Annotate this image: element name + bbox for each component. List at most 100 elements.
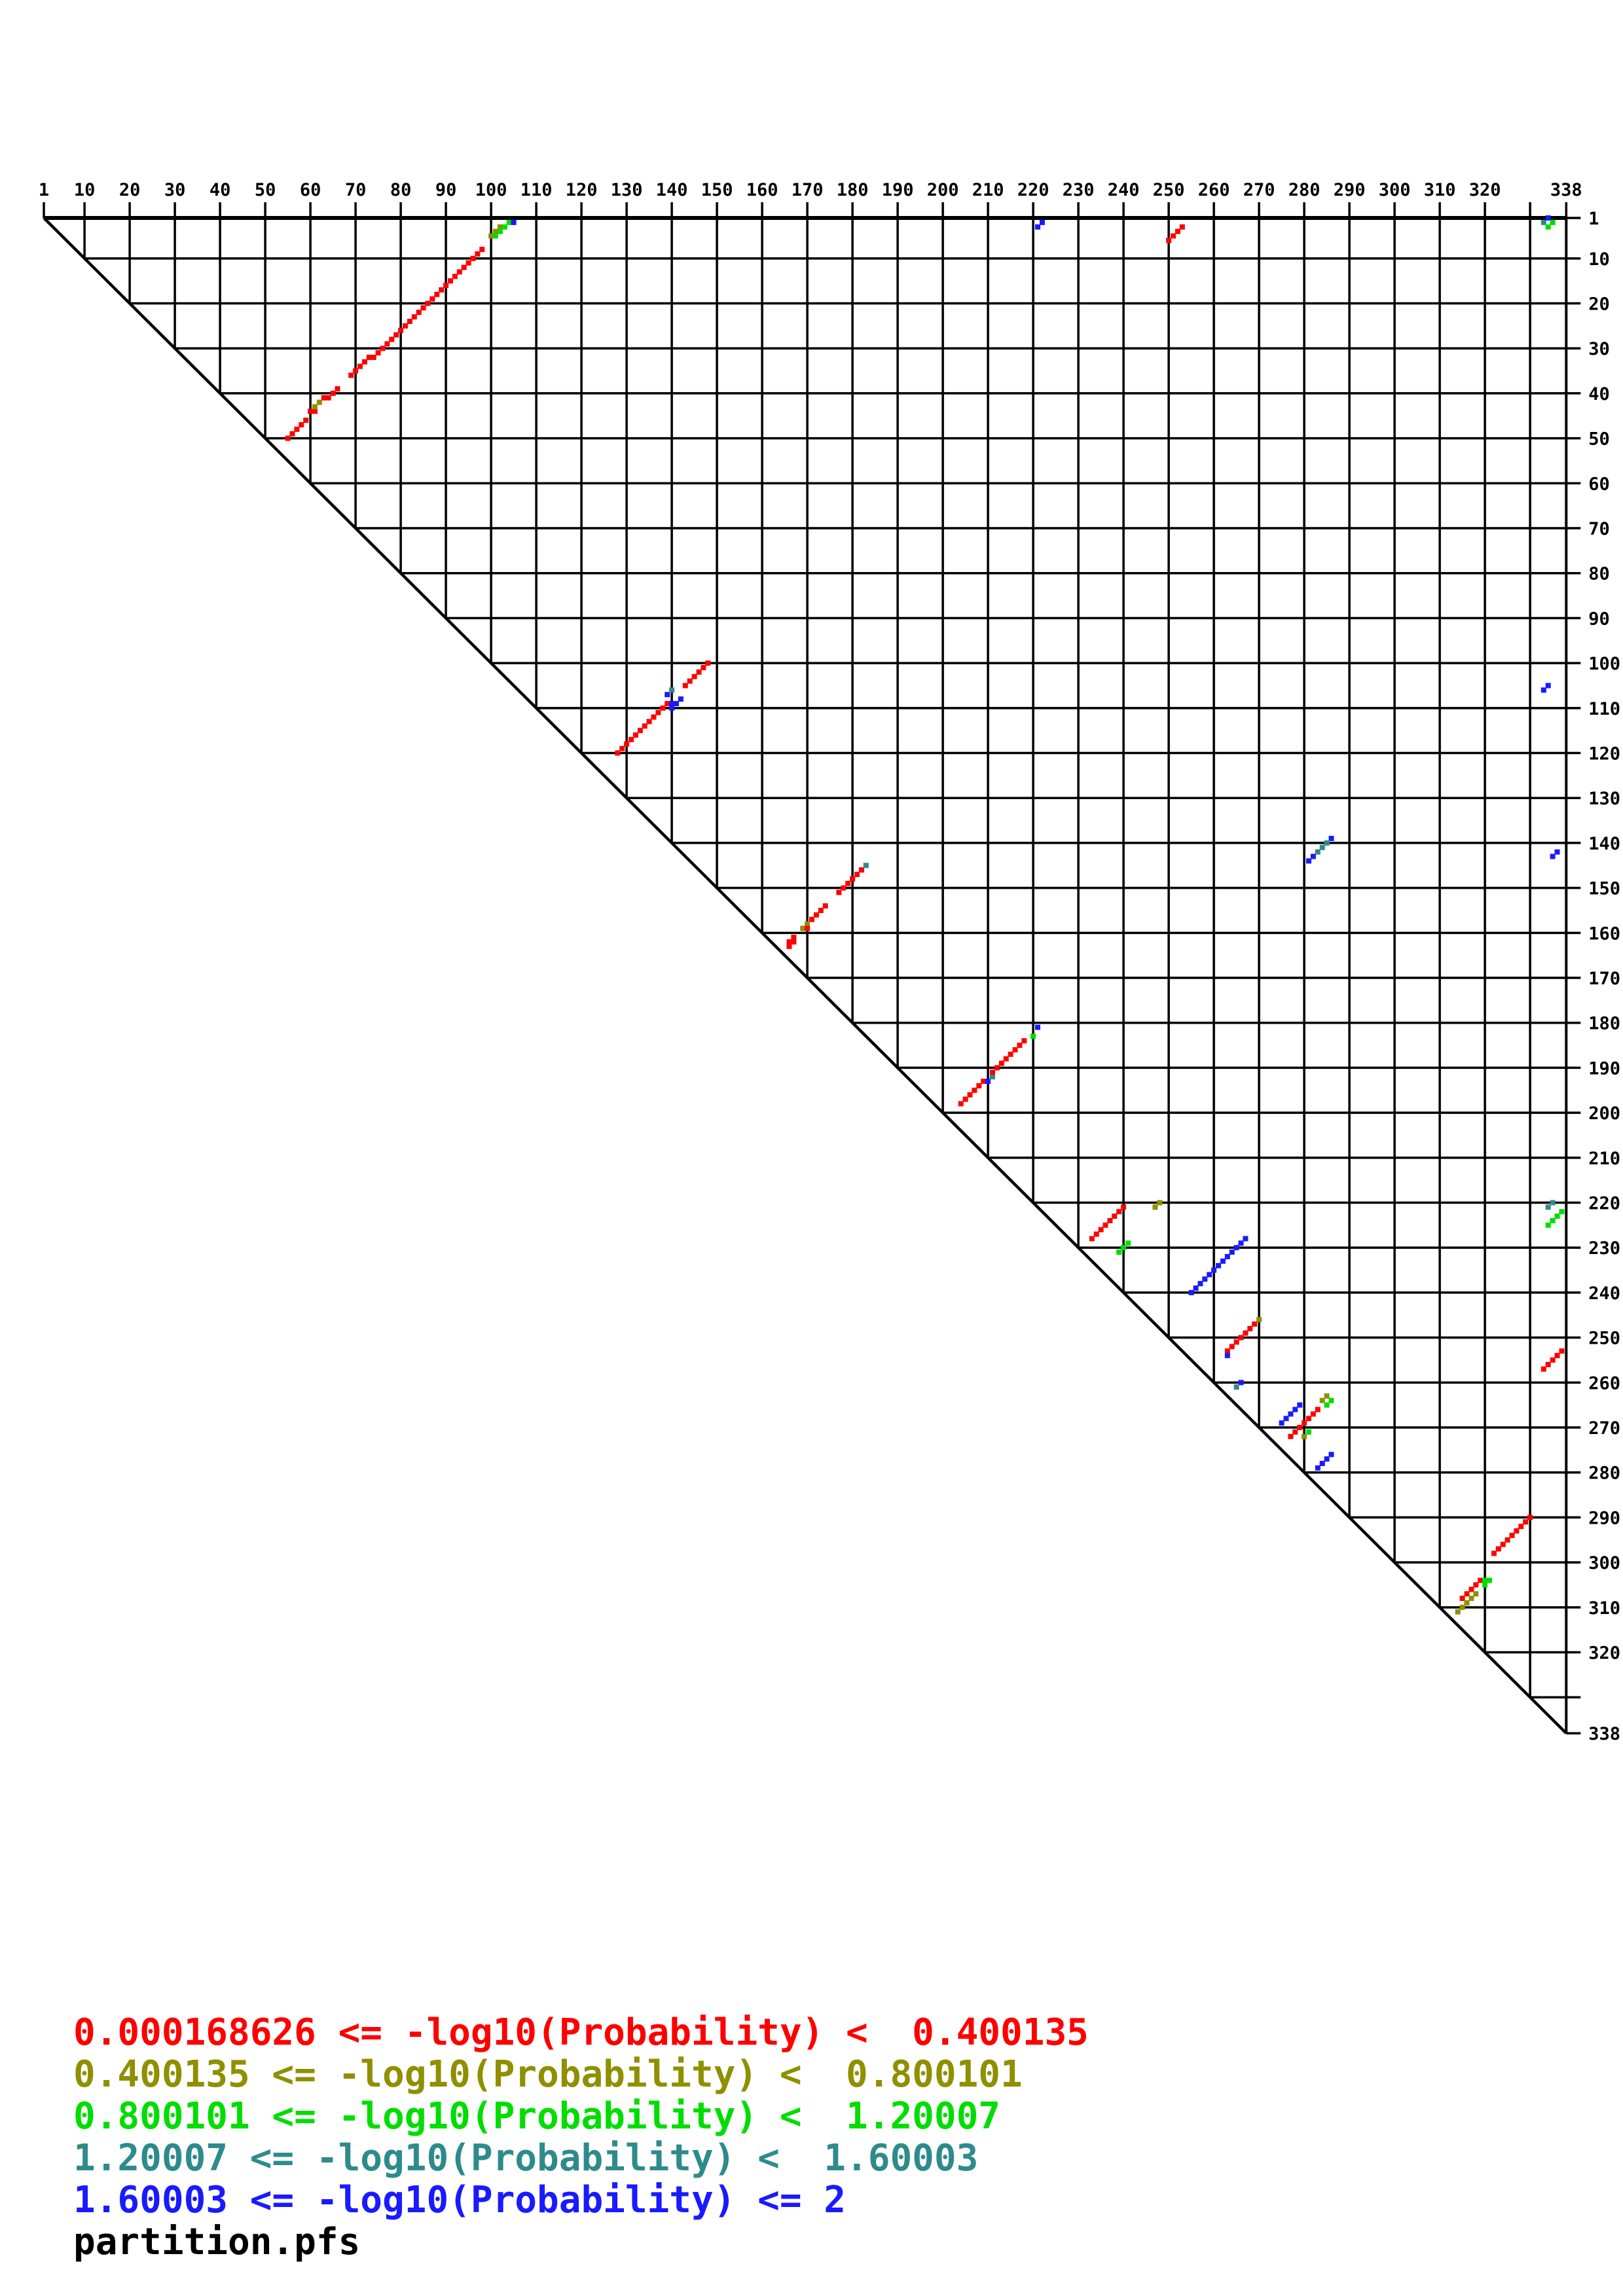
probability-dot (452, 274, 458, 279)
axis-tick-label: 210 (1588, 1149, 1620, 1169)
probability-dot (501, 224, 507, 230)
probability-dot (1093, 1231, 1099, 1237)
probability-dot (669, 687, 675, 693)
axis-tick-label: 250 (1153, 180, 1185, 200)
probability-dot (1098, 1227, 1104, 1232)
probability-dot (1319, 1397, 1325, 1403)
probability-dot (289, 431, 295, 437)
probability-dot (1233, 1245, 1239, 1251)
probability-dot (1315, 1407, 1321, 1412)
probability-dot (1297, 1402, 1303, 1408)
probability-dot (1523, 1519, 1529, 1525)
axis-tick-label: 310 (1424, 180, 1456, 200)
probability-dot (813, 912, 819, 918)
probability-dot (348, 372, 354, 378)
probability-dot (429, 296, 435, 302)
probability-dot (646, 719, 652, 725)
probability-dot (1328, 1397, 1334, 1403)
probability-dot (1171, 233, 1176, 239)
probability-dot (1554, 849, 1560, 855)
axis-tick-label: 140 (1588, 834, 1620, 854)
probability-dot (1107, 1218, 1113, 1224)
probability-dot (994, 1065, 1000, 1071)
axis-tick-label: 280 (1288, 180, 1321, 200)
probability-dot (285, 435, 291, 441)
axis-tick-label: 338 (1550, 180, 1582, 200)
probability-dot (1468, 1596, 1474, 1602)
probability-dot (1197, 1281, 1203, 1287)
axis-tick-label: 300 (1379, 180, 1411, 200)
probability-dot (786, 943, 792, 949)
probability-dot (687, 678, 693, 684)
probability-dot (1252, 1321, 1258, 1327)
axis-tick-label: 170 (1588, 969, 1620, 989)
probability-dot (506, 219, 512, 225)
probability-dot (366, 354, 372, 360)
probability-dot (637, 728, 643, 734)
probability-dot (353, 368, 359, 374)
probability-dot (1545, 224, 1551, 230)
probability-dot (1541, 1366, 1546, 1372)
probability-dot (998, 1060, 1004, 1066)
probability-dot (1211, 1267, 1217, 1273)
probability-dot (316, 399, 322, 405)
probability-dot (836, 889, 842, 895)
axis-tick-label: 338 (1588, 1724, 1620, 1744)
axis-tick-label: 1 (1588, 209, 1599, 229)
probability-dot (1509, 1532, 1515, 1538)
legend-item-olive: 0.400135 <= -log10(Probability) < 0.8001… (73, 2053, 1023, 2096)
axis-tick-label: 70 (345, 180, 367, 200)
axis-tick-label: 150 (1588, 879, 1620, 899)
probability-dot (1545, 683, 1551, 689)
probability-dot (818, 907, 824, 913)
axis-tick-label: 160 (1588, 924, 1620, 944)
axis-tick-label: 200 (927, 180, 959, 200)
axis-tick-label: 50 (1588, 429, 1610, 450)
probability-dot (393, 332, 399, 338)
probability-dot (1550, 1200, 1556, 1206)
legend: 0.000168626 <= -log10(Probability) < 0.4… (73, 2012, 1089, 2263)
axis-tick-label: 120 (1588, 744, 1620, 764)
axis-tick-label: 40 (210, 180, 231, 200)
probability-dot (990, 1074, 995, 1080)
probability-dot (1188, 1289, 1194, 1295)
axis-tick-label: 170 (792, 180, 824, 200)
probability-dot (1554, 1353, 1560, 1359)
probability-dot (398, 327, 404, 333)
probability-dot (786, 939, 792, 945)
probability-dot (1473, 1582, 1479, 1588)
axis-tick-label: 290 (1588, 1508, 1620, 1528)
probability-dot (850, 876, 856, 882)
legend-item-red: 0.000168626 <= -log10(Probability) < 0.4… (73, 2011, 1089, 2054)
probability-dot (371, 354, 376, 360)
axis-tick-label: 10 (74, 180, 96, 200)
probability-dot (335, 386, 340, 392)
legend-item-blue: 1.60003 <= -log10(Probability) <= 2 (73, 2179, 847, 2221)
probability-dot (1152, 1204, 1158, 1210)
probability-dot (854, 872, 860, 878)
axis-tick-label: 270 (1243, 180, 1275, 200)
probability-dot (665, 700, 670, 706)
probability-dot (1324, 1402, 1330, 1408)
legend-item-green: 0.800101 <= -log10(Probability) < 1.2000… (73, 2095, 1001, 2138)
probability-dot (1021, 1038, 1027, 1044)
probability-dot (1541, 219, 1546, 225)
probability-dot (475, 251, 481, 257)
probability-dot (1121, 1204, 1127, 1210)
probability-dot (1541, 687, 1546, 693)
probability-dot (981, 1079, 987, 1085)
probability-dot (1283, 1416, 1289, 1422)
probability-dot (1175, 228, 1180, 234)
axis-tick-label: 300 (1588, 1553, 1620, 1573)
probability-dot (632, 732, 638, 738)
probability-dot (465, 260, 471, 266)
axis-tick-label: 90 (1588, 609, 1610, 629)
probability-dot (1243, 1236, 1249, 1242)
probability-dot (791, 939, 797, 945)
probability-dot (1008, 1051, 1013, 1057)
probability-dot (674, 700, 679, 706)
axis-tick-label: 230 (1588, 1238, 1620, 1259)
probability-dot (696, 669, 702, 675)
